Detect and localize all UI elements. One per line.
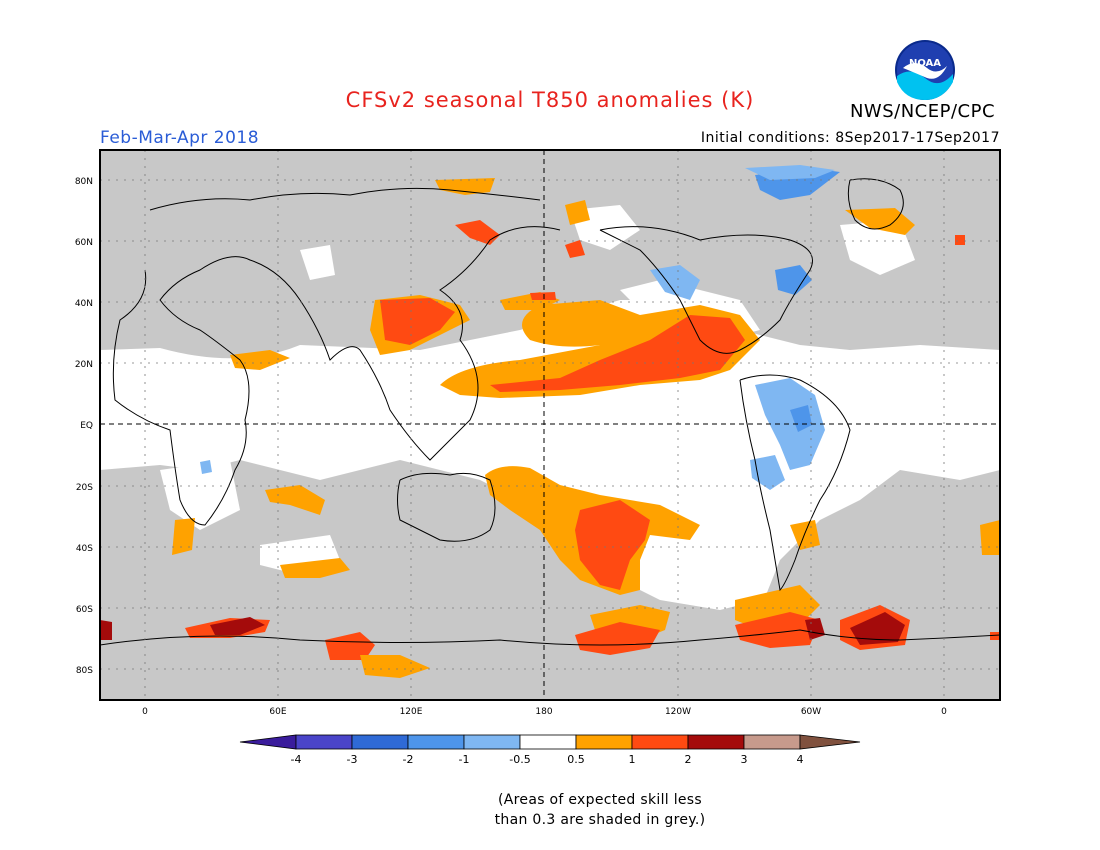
coastline-africa-europe: [112, 256, 301, 526]
anomaly-red-southern-ocean-pacific: [575, 622, 660, 655]
anomaly-red-south-pacific: [575, 500, 650, 590]
colorbar-swatch: [631, 734, 689, 750]
anomaly-midblue-great-lakes: [775, 265, 812, 295]
colorbar-label: 2: [685, 753, 692, 766]
colorbar-arrow-left: [239, 734, 297, 750]
coastline-australia: [397, 472, 496, 542]
colorbar-label: 4: [797, 753, 804, 766]
anomaly-darkred-indian-antarctic: [210, 617, 265, 635]
anomaly-orange-arctic-atlantic: [845, 208, 915, 235]
colorbar-label: 1: [629, 753, 636, 766]
colorbar-swatch: [575, 734, 633, 750]
anomaly-red-pacific-40n: [530, 292, 556, 300]
skill-note: (Areas of expected skill less than 0.3 a…: [420, 790, 780, 830]
colorbar-label: -1: [459, 753, 470, 766]
anomaly-darkred-south-atlantic: [850, 612, 905, 645]
colorbar-swatch: [407, 734, 465, 750]
anomaly-orange-bering: [435, 178, 495, 195]
anomaly-fields: [100, 165, 1000, 678]
coastline-greenland: [847, 178, 904, 230]
anomaly-darkred-weddell: [805, 618, 825, 640]
lat-label: 20S: [76, 483, 93, 493]
anomaly-orange-south-america-40s: [790, 520, 820, 550]
colorbar-swatch: [351, 734, 409, 750]
tropical-white-band: [100, 300, 1000, 610]
colorbar-label: -3: [347, 753, 358, 766]
lon-label: 120W: [665, 707, 691, 717]
lon-label: 60E: [269, 707, 286, 717]
anomaly-orange-alaska: [565, 200, 590, 225]
coastline-south-america: [739, 374, 851, 592]
colorbar-label: 0.5: [567, 753, 585, 766]
lat-label: 80S: [76, 666, 93, 676]
coastline-asia: [299, 226, 561, 461]
anomaly-orange-indian-45s: [280, 558, 350, 578]
longitude-labels: 0 60E 120E 180 120W 60W 0: [142, 707, 947, 717]
colorbar-label: 3: [741, 753, 748, 766]
colorbar-swatch: [463, 734, 521, 750]
anomaly-orange-india: [230, 350, 290, 370]
anomaly-orange-africa-35s: [172, 518, 195, 555]
anomaly-red-kamchatka: [455, 220, 500, 245]
anomaly-orange-east-indian: [980, 520, 1000, 555]
anomaly-red-iceland: [955, 235, 965, 245]
anomaly-midblue-amazon: [790, 405, 812, 432]
lon-label: 60W: [801, 707, 821, 717]
anomaly-orange-indian-30s: [265, 485, 325, 515]
noaa-logo: NOAA: [895, 40, 955, 100]
colorbar-label: -2: [403, 753, 414, 766]
anomaly-lightblue-africa: [200, 460, 212, 474]
colorbar: [239, 734, 861, 750]
lat-label: 80N: [75, 177, 93, 187]
coastline-arctic-asia: [149, 187, 541, 211]
colorbar-label: -0.5: [509, 753, 530, 766]
colorbar-label: -4: [291, 753, 302, 766]
anomaly-orange-antarctic-120e: [360, 655, 430, 678]
colorbar-labels: -4 -3 -2 -1 -0.5 0.5 1 2 3 4: [291, 753, 804, 766]
colorbar-arrow-right: [799, 734, 861, 750]
lat-label: 20N: [75, 360, 93, 370]
coastline-north-america: [599, 226, 813, 354]
colorbar-swatch: [295, 734, 353, 750]
white-patch-africa-south: [160, 460, 240, 530]
skill-note-line-2: than 0.3 are shaded in grey.): [494, 812, 706, 828]
lon-label: 180: [535, 707, 552, 717]
lat-label: EQ: [80, 421, 93, 431]
agency-label: NWS/NCEP/CPC: [849, 101, 996, 122]
colorbar-swatch: [519, 734, 577, 750]
lat-label: 40S: [76, 544, 93, 554]
skill-note-line-1: (Areas of expected skill less: [498, 792, 702, 808]
anomaly-lightblue-north-america: [650, 265, 700, 300]
anomaly-lightblue-arctic: [745, 165, 835, 180]
coastline-antarctica: [100, 629, 1000, 646]
anomaly-red-drake: [735, 612, 820, 648]
season-label: Feb-Mar-Apr 2018: [100, 128, 260, 148]
lon-label: 0: [142, 707, 148, 717]
lon-label: 120E: [400, 707, 423, 717]
lat-label: 60N: [75, 238, 93, 248]
initial-conditions-label: Initial conditions: 8Sep2017-17Sep2017: [700, 130, 1000, 146]
anomaly-red-antarctic-100e: [325, 632, 375, 660]
anomaly-red-east-asia: [380, 298, 455, 345]
anomaly-red-north-pacific: [490, 315, 745, 392]
coastlines: [100, 178, 1000, 646]
map-title: CFSv2 seasonal T850 anomalies (K): [345, 88, 755, 112]
colorbar-swatch: [743, 734, 801, 750]
anomaly-red-antarctic-west: [100, 620, 112, 640]
noaa-logo-text: NOAA: [909, 58, 941, 69]
equator-dateline: [100, 150, 1000, 700]
anomaly-lightblue-south-america: [755, 378, 825, 470]
map-frame: [99, 149, 1001, 701]
white-patch-arctic-atlantic: [840, 220, 915, 275]
white-patch-siberia: [300, 245, 335, 280]
colorbar-swatch: [687, 734, 745, 750]
lon-label: 0: [941, 707, 947, 717]
lat-label: 60S: [76, 605, 93, 615]
latitude-labels: 80N 60N 40N 20N EQ 20S 40S 60S 80S: [75, 177, 93, 676]
anomaly-red-alaska-coast: [565, 240, 585, 258]
lat-label: 40N: [75, 299, 93, 309]
anomaly-red-antarctic-east: [990, 632, 1000, 640]
gridlines: [100, 150, 1000, 700]
